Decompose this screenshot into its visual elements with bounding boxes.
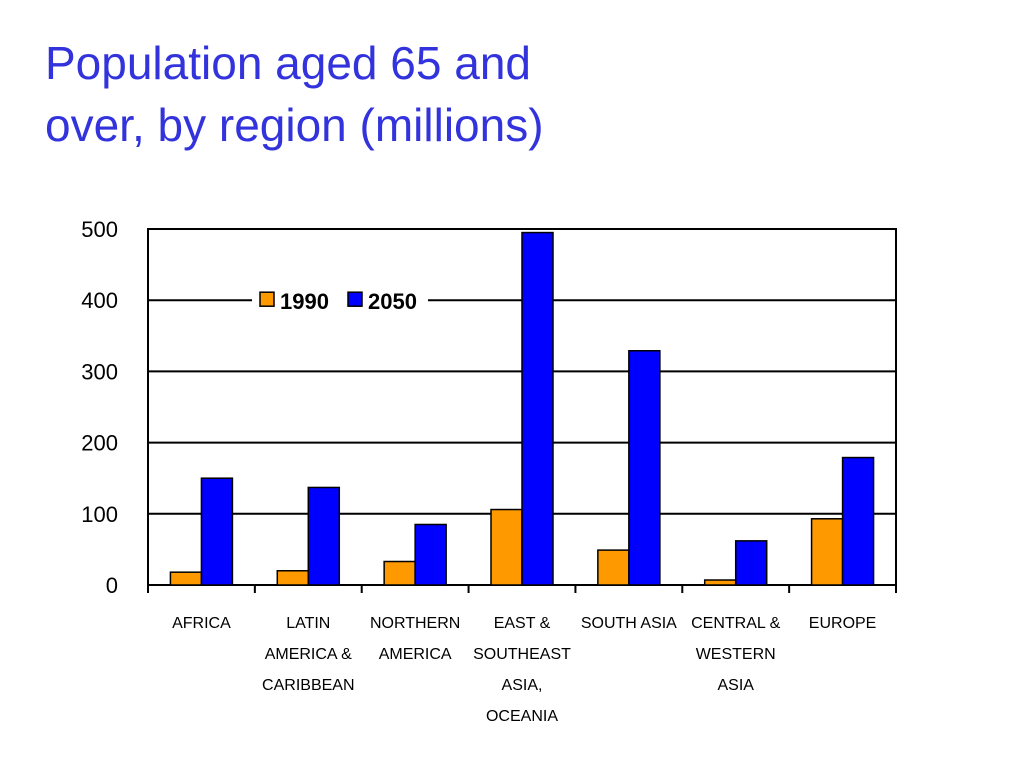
x-category-label: CENTRAL & WESTERN ASIA (691, 615, 781, 694)
y-tick-label: 400 (81, 288, 118, 313)
bar-1990 (383, 560, 416, 586)
x-category-label: SOUTH ASIA (581, 615, 677, 632)
bar-1990 (276, 570, 310, 586)
bar-2050 (307, 486, 341, 586)
x-category-label-line: CENTRAL & (691, 615, 781, 632)
legend-swatch-2050 (347, 291, 363, 307)
x-category-label-line: WESTERN (696, 646, 776, 663)
y-tick-label: 300 (81, 359, 118, 384)
x-category-label: NORTHERN AMERICA (370, 615, 460, 663)
bar-2050 (734, 540, 768, 586)
x-category-label-line: SOUTHEAST (473, 646, 571, 663)
x-category-label: LATIN AMERICA & CARIBBEAN (262, 615, 354, 694)
bar-1990 (703, 579, 737, 586)
page-title-line-1: Population aged 65 and (45, 37, 531, 89)
x-category-label-line: AMERICA & (265, 646, 352, 663)
legend-label-1990: 1990 (280, 289, 329, 314)
x-category-label: AFRICA (172, 615, 231, 632)
bar-2050 (521, 231, 554, 586)
bar-1990 (490, 508, 523, 586)
bar-2050 (414, 523, 447, 586)
x-category-label-line: ASIA, (502, 677, 543, 694)
y-tick-label: 0 (106, 573, 118, 598)
x-category-label-line: ASIA (717, 677, 754, 694)
legend-label-2050: 2050 (368, 289, 417, 314)
y-tick-label: 500 (81, 217, 118, 242)
x-category-label: EUROPE (809, 615, 877, 632)
x-category-label-line: NORTHERN (370, 615, 460, 632)
x-category-label-line: EUROPE (809, 615, 877, 632)
page-title: Population aged 65 and over, by region (… (45, 32, 745, 156)
x-category-label-line: CARIBBEAN (262, 677, 354, 694)
y-tick-label: 200 (81, 431, 118, 456)
x-category-label-line: AFRICA (172, 615, 231, 632)
legend-box (252, 284, 428, 317)
legend-swatch-1990 (259, 291, 275, 307)
y-tick-label: 100 (81, 502, 118, 527)
x-category-label-line: AMERICA (379, 646, 452, 663)
bar-1990 (169, 571, 203, 586)
x-category-label-line: EAST & (494, 615, 551, 632)
x-category-label-line: OCEANIA (486, 708, 558, 725)
x-category-label-line: LATIN (286, 615, 330, 632)
x-category-label-line: SOUTH ASIA (581, 615, 677, 632)
bar-2050 (628, 350, 661, 586)
bar-2050 (841, 456, 875, 586)
page-title-line-2: over, by region (millions) (45, 99, 544, 151)
bar-2050 (200, 477, 234, 586)
x-category-label: EAST & SOUTHEAST ASIA, OCEANIA (473, 615, 571, 725)
bar-1990 (597, 549, 630, 586)
bar-1990 (810, 518, 844, 586)
